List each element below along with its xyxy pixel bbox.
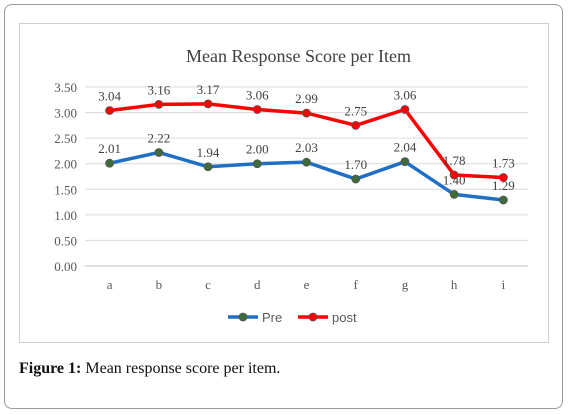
legend-label: post bbox=[332, 310, 357, 325]
y-tick-label: 3.50 bbox=[54, 80, 77, 95]
data-point bbox=[351, 174, 361, 184]
data-point bbox=[498, 195, 508, 205]
y-tick-label: 3.00 bbox=[54, 106, 77, 121]
data-label: 3.06 bbox=[394, 88, 417, 103]
x-tick-label: h bbox=[451, 277, 458, 292]
figure-frame: Mean Response Score per Item 0.00 0.50 1.00… bbox=[4, 4, 563, 409]
caption-label: Figure 1: bbox=[19, 360, 82, 377]
data-label: 1.78 bbox=[443, 153, 466, 168]
y-tick-label: 2.50 bbox=[54, 131, 77, 146]
figure-caption: Figure 1: Mean response score per item. bbox=[19, 360, 280, 378]
data-label: 2.04 bbox=[394, 140, 417, 155]
data-label: 2.75 bbox=[344, 103, 367, 118]
y-tick-label: 0.50 bbox=[54, 233, 77, 248]
data-point bbox=[252, 105, 262, 114]
x-tick-label: c bbox=[205, 277, 211, 292]
legend-marker bbox=[238, 312, 248, 322]
legend-label: Pre bbox=[262, 310, 282, 325]
data-label: 2.01 bbox=[98, 141, 121, 156]
x-tick-label: f bbox=[354, 277, 359, 292]
data-point bbox=[302, 157, 311, 167]
y-tick-label: 0.00 bbox=[54, 259, 77, 274]
data-point bbox=[302, 108, 311, 118]
y-tick-label: 1.50 bbox=[54, 182, 77, 197]
data-label: 1.70 bbox=[344, 157, 367, 172]
data-point bbox=[498, 173, 508, 182]
legend-marker bbox=[308, 312, 318, 322]
x-tick-label: d bbox=[254, 277, 261, 292]
data-label: 1.94 bbox=[197, 145, 220, 160]
data-point bbox=[105, 158, 115, 168]
data-point bbox=[400, 157, 410, 167]
data-point bbox=[203, 162, 213, 172]
data-point bbox=[154, 99, 164, 109]
data-point bbox=[252, 159, 262, 169]
x-tick-label: i bbox=[502, 277, 506, 292]
chart-area: Mean Response Score per Item 0.00 0.50 1.00… bbox=[19, 23, 549, 343]
line-chart: Mean Response Score per Item 0.00 0.50 1.00… bbox=[54, 46, 528, 325]
x-tick-label: b bbox=[156, 277, 163, 292]
data-label: 2.99 bbox=[295, 91, 318, 106]
data-label: 2.00 bbox=[246, 142, 269, 157]
x-tick-label: g bbox=[402, 277, 409, 292]
data-label: 2.22 bbox=[147, 130, 170, 145]
data-point bbox=[351, 120, 361, 130]
caption-text: Mean response score per item. bbox=[85, 360, 281, 377]
data-label: 1.73 bbox=[492, 156, 515, 171]
y-tick-label: 1.00 bbox=[54, 208, 77, 223]
x-tick-label: a bbox=[107, 277, 113, 292]
data-point bbox=[105, 106, 115, 115]
data-label: 3.17 bbox=[197, 82, 220, 97]
data-point bbox=[449, 170, 459, 180]
data-point bbox=[449, 189, 459, 199]
y-tick-label: 2.00 bbox=[54, 157, 77, 172]
data-point bbox=[400, 105, 410, 114]
chart-title: Mean Response Score per Item bbox=[186, 46, 411, 66]
data-label: 1.29 bbox=[492, 178, 515, 193]
x-tick-label: e bbox=[304, 277, 310, 292]
data-label: 3.06 bbox=[246, 88, 269, 103]
data-point bbox=[203, 99, 213, 109]
data-label: 3.04 bbox=[98, 89, 121, 104]
data-label: 3.16 bbox=[147, 82, 170, 97]
data-label: 2.03 bbox=[295, 140, 318, 155]
data-point bbox=[154, 148, 164, 157]
